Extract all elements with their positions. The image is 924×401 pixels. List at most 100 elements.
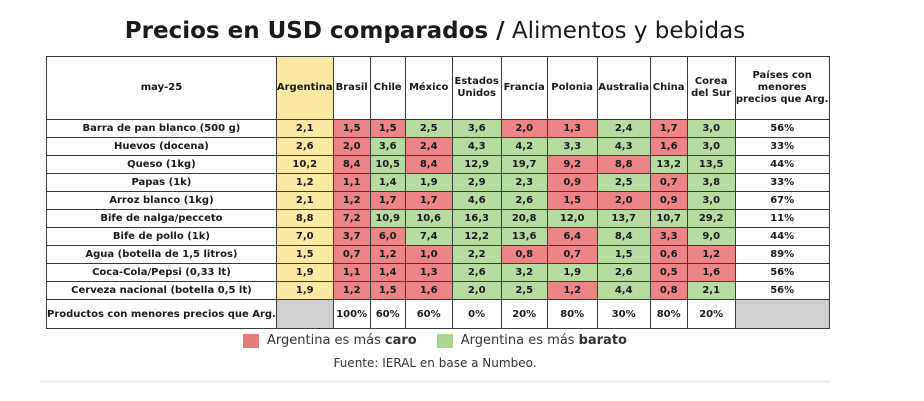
price-cell: 1,7 bbox=[649, 119, 688, 138]
footer-cell: 20% bbox=[686, 299, 736, 329]
row-label: Coca-Cola/Pepsi (0,33 lt) bbox=[46, 263, 277, 282]
price-cell: 2,6 bbox=[596, 263, 651, 282]
table-row: Agua (botella de 1,5 litros) 1,5 0,7 1,2 1,0… bbox=[46, 245, 830, 264]
price-cell: 0,7 bbox=[332, 245, 371, 264]
price-cell: 2,1 bbox=[686, 281, 736, 300]
title-light: Alimentos y bebidas bbox=[511, 18, 746, 44]
price-cell: 2,6 bbox=[275, 137, 334, 156]
price-cell: 1,6 bbox=[649, 137, 688, 156]
legend: Argentina es más caro Argentina es más b… bbox=[0, 333, 870, 348]
price-cell: 4,3 bbox=[596, 137, 651, 156]
column-header: Australia bbox=[596, 56, 651, 120]
summary-cell: 56% bbox=[734, 263, 830, 282]
price-cell: 1,7 bbox=[369, 191, 406, 210]
price-cell: 2,0 bbox=[500, 119, 548, 138]
price-cell: 2,5 bbox=[596, 173, 651, 192]
price-cell: 2,3 bbox=[500, 173, 548, 192]
legend-caro-text: Argentina es más bbox=[267, 333, 381, 348]
column-header: Francia bbox=[500, 56, 548, 120]
table-row: Cerveza nacional (botella 0,5 lt) 1,9 1,2 1… bbox=[46, 281, 830, 300]
table-row: Papas (1k) 1,2 1,1 1,4 1,9 2,9 2,3 0,9 2,5 0,7 3,8… bbox=[46, 173, 830, 192]
price-cell: 0,5 bbox=[649, 263, 688, 282]
price-cell: 16,3 bbox=[451, 209, 502, 228]
price-cell: 2,2 bbox=[451, 245, 502, 264]
price-cell: 1,2 bbox=[275, 173, 334, 192]
price-cell: 9,0 bbox=[686, 227, 736, 246]
price-cell: 2,9 bbox=[451, 173, 502, 192]
price-cell: 12,9 bbox=[451, 155, 502, 174]
price-cell: 1,5 bbox=[369, 119, 406, 138]
column-header: Brasil bbox=[332, 56, 371, 120]
footer-cell bbox=[275, 299, 334, 329]
price-cell: 4,4 bbox=[596, 281, 651, 300]
price-cell: 0,8 bbox=[649, 281, 688, 300]
price-cell: 10,9 bbox=[369, 209, 406, 228]
price-cell: 3,0 bbox=[686, 191, 736, 210]
footer-cell: 60% bbox=[404, 299, 453, 329]
footer-cell: 0% bbox=[451, 299, 502, 329]
price-cell: 13,7 bbox=[596, 209, 651, 228]
row-label: Agua (botella de 1,5 litros) bbox=[46, 245, 277, 264]
legend-swatch-barato bbox=[436, 333, 453, 348]
price-cell: 3,3 bbox=[546, 137, 598, 156]
bottom-divider bbox=[40, 380, 830, 383]
row-label: Papas (1k) bbox=[46, 173, 277, 192]
price-cell: 3,0 bbox=[686, 137, 736, 156]
price-cell: 8,8 bbox=[275, 209, 334, 228]
source-note: Fuente: IERAL en base a Numbeo. bbox=[333, 356, 537, 370]
footer-cell: 60% bbox=[369, 299, 406, 329]
footer-cell: 80% bbox=[649, 299, 688, 329]
price-cell: 1,5 bbox=[369, 281, 406, 300]
footer-summary-cell bbox=[734, 299, 830, 329]
price-cell: 1,2 bbox=[332, 281, 371, 300]
summary-cell: 89% bbox=[734, 245, 830, 264]
row-label: Queso (1kg) bbox=[46, 155, 277, 174]
footer-cell: 30% bbox=[596, 299, 651, 329]
price-cell: 2,5 bbox=[404, 119, 453, 138]
price-cell: 1,6 bbox=[686, 263, 736, 282]
price-cell: 1,9 bbox=[404, 173, 453, 192]
price-cell: 0,8 bbox=[500, 245, 548, 264]
price-cell: 3,7 bbox=[332, 227, 371, 246]
price-cell: 6,4 bbox=[546, 227, 598, 246]
price-cell: 6,0 bbox=[369, 227, 406, 246]
legend-item-caro: Argentina es más caro bbox=[243, 333, 417, 348]
table-row: Bife de nalga/pecceto 8,8 7,2 10,9 10,6 16,3 2… bbox=[46, 209, 830, 228]
price-cell: 2,0 bbox=[332, 137, 371, 156]
price-cell: 1,9 bbox=[275, 263, 334, 282]
column-header: Argentina bbox=[275, 56, 334, 120]
title-bold: Precios en USD comparados / bbox=[124, 18, 505, 44]
price-cell: 1,9 bbox=[546, 263, 598, 282]
price-cell: 2,0 bbox=[596, 191, 651, 210]
price-cell: 10,2 bbox=[275, 155, 334, 174]
price-cell: 1,6 bbox=[404, 281, 453, 300]
summary-cell: 56% bbox=[734, 281, 830, 300]
table-row: Arroz blanco (1kg) 2,1 1,2 1,7 1,7 4,6 2,6 1,5 2… bbox=[46, 191, 830, 210]
price-cell: 4,6 bbox=[451, 191, 502, 210]
row-label: Cerveza nacional (botella 0,5 lt) bbox=[46, 281, 277, 300]
price-cell: 2,4 bbox=[596, 119, 651, 138]
row-label: Bife de pollo (1k) bbox=[46, 227, 277, 246]
price-cell: 3,2 bbox=[500, 263, 548, 282]
price-cell: 2,6 bbox=[500, 191, 548, 210]
price-cell: 3,3 bbox=[649, 227, 688, 246]
footer-label: Productos con menores precios que Arg. bbox=[46, 299, 277, 329]
legend-swatch-caro bbox=[243, 333, 260, 348]
summary-cell: 44% bbox=[734, 227, 830, 246]
price-cell: 0,6 bbox=[649, 245, 688, 264]
price-cell: 1,1 bbox=[332, 263, 371, 282]
summary-column-header: Países con menores precios que Arg. bbox=[734, 56, 830, 120]
price-cell: 8,8 bbox=[596, 155, 651, 174]
price-cell: 1,5 bbox=[546, 191, 598, 210]
column-header: Polonia bbox=[546, 56, 598, 120]
price-cell: 1,7 bbox=[404, 191, 453, 210]
price-cell: 7,2 bbox=[332, 209, 371, 228]
table-row: Barra de pan blanco (500 g) 2,1 1,5 1,5 2,5 3… bbox=[46, 119, 830, 138]
summary-cell: 44% bbox=[734, 155, 830, 174]
price-cell: 10,5 bbox=[369, 155, 406, 174]
table-row: Huevos (docena) 2,6 2,0 3,6 2,4 4,3 4,2 3,3 4,3 1… bbox=[46, 137, 830, 156]
price-cell: 0,7 bbox=[546, 245, 598, 264]
price-cell: 3,6 bbox=[369, 137, 406, 156]
column-header: China bbox=[649, 56, 688, 120]
price-cell: 7,4 bbox=[404, 227, 453, 246]
